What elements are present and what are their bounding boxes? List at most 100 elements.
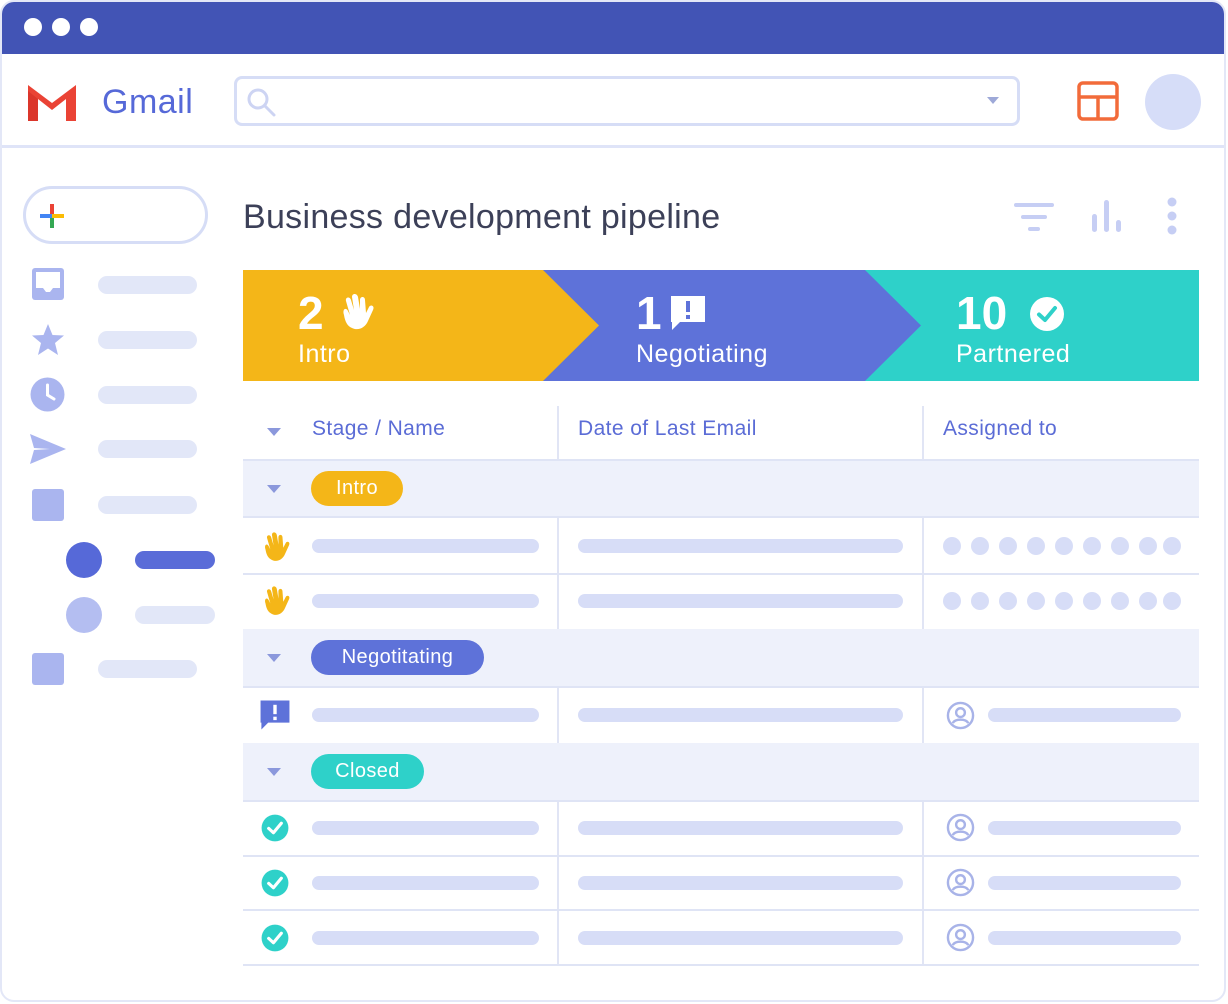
stage-segment-intro[interactable] — [243, 270, 599, 381]
group-pill-negotiating: Negotitating — [311, 640, 484, 675]
search-icon — [247, 88, 276, 117]
page-title: Business development pipeline — [243, 198, 721, 236]
row-name-placeholder — [312, 931, 539, 945]
assignee-placeholder-dot — [1111, 592, 1129, 610]
column-divider — [557, 518, 559, 574]
assignee-placeholder-dot — [1027, 537, 1045, 555]
send-icon[interactable] — [28, 432, 68, 466]
inbox-icon[interactable] — [30, 266, 66, 302]
window-control-dot[interactable] — [52, 18, 70, 36]
column-divider — [922, 575, 924, 629]
user-circle-icon — [946, 701, 975, 730]
nav-label-folder[interactable] — [98, 496, 197, 514]
assignee-placeholder-dot — [943, 592, 961, 610]
row-name-placeholder — [312, 708, 539, 722]
star-icon[interactable] — [29, 322, 67, 358]
search-input[interactable] — [234, 76, 1020, 126]
column-divider — [557, 575, 559, 629]
nav-label-secondary[interactable] — [135, 606, 215, 624]
nav-label-selected[interactable] — [135, 551, 215, 569]
assignee-placeholder-dot — [1027, 592, 1045, 610]
check-circle-icon — [1030, 297, 1064, 331]
row-date-placeholder — [578, 594, 903, 608]
compose-button[interactable] — [23, 186, 208, 244]
column-header-assigned-to[interactable]: Assigned to — [943, 417, 1058, 440]
waving-hand-icon — [343, 294, 374, 330]
waving-hand-icon — [265, 586, 290, 615]
column-divider — [922, 911, 924, 965]
assignee-placeholder-dot — [1139, 537, 1157, 555]
group-collapse-chevron-icon[interactable] — [267, 768, 281, 776]
column-divider — [922, 518, 924, 574]
folder-square-icon[interactable] — [32, 653, 64, 685]
assignee-placeholder-dot — [1055, 592, 1073, 610]
exclamation-bubble-icon — [260, 700, 290, 730]
column-header-stage-name[interactable]: Stage / Name — [312, 417, 446, 440]
nav-label-starred[interactable] — [98, 331, 197, 349]
column-divider — [557, 406, 559, 460]
column-divider — [557, 857, 559, 910]
row-divider — [243, 516, 1199, 518]
row-divider — [243, 909, 1199, 911]
window-control-dot[interactable] — [80, 18, 98, 36]
row-divider — [243, 855, 1199, 857]
user-circle-icon — [946, 868, 975, 897]
nav-label-inbox[interactable] — [98, 276, 197, 294]
row-date-placeholder — [578, 876, 903, 890]
plus-icon — [40, 204, 64, 228]
search-options-chevron-icon[interactable] — [987, 97, 999, 104]
nav-label-folder[interactable] — [98, 660, 197, 678]
row-date-placeholder — [578, 821, 903, 835]
nav-label-snoozed[interactable] — [98, 386, 197, 404]
column-divider — [922, 688, 924, 743]
account-avatar[interactable] — [1145, 74, 1201, 130]
row-divider — [243, 800, 1199, 802]
group-pill-intro: Intro — [311, 471, 403, 506]
bar-chart-icon[interactable] — [1088, 198, 1126, 234]
group-pill-closed: Closed — [311, 754, 424, 789]
app-header: Gmail — [2, 54, 1224, 148]
folder-square-icon[interactable] — [32, 489, 64, 521]
exclamation-bubble-icon — [671, 296, 705, 330]
assignee-name-placeholder — [988, 931, 1181, 945]
label-dot-icon[interactable] — [66, 597, 102, 633]
row-divider — [243, 573, 1199, 575]
row-date-placeholder — [578, 539, 903, 553]
layout-panel-icon[interactable] — [1077, 81, 1119, 121]
more-vert-icon[interactable] — [1162, 196, 1182, 236]
row-date-placeholder — [578, 931, 903, 945]
stage-label-partnered: Partnered — [956, 340, 1071, 368]
assignee-placeholder-dot — [999, 592, 1017, 610]
assignee-placeholder-dot — [999, 537, 1017, 555]
stage-count-negotiating: 1 — [636, 287, 662, 339]
waving-hand-icon — [265, 532, 290, 561]
table-bottom-border — [243, 964, 1199, 966]
assignee-placeholder-dot — [1163, 592, 1181, 610]
assignee-placeholder-dot — [1083, 537, 1101, 555]
assignee-placeholder-dot — [971, 537, 989, 555]
gmail-logo-icon[interactable] — [24, 81, 80, 123]
collapse-all-chevron-icon[interactable] — [267, 428, 281, 436]
assignee-placeholder-dot — [1083, 592, 1101, 610]
label-dot-icon[interactable] — [66, 542, 102, 578]
row-name-placeholder — [312, 539, 539, 553]
group-collapse-chevron-icon[interactable] — [267, 485, 281, 493]
group-collapse-chevron-icon[interactable] — [267, 654, 281, 662]
column-divider — [557, 802, 559, 856]
pipeline-stage-banner — [243, 270, 1199, 381]
filter-icon[interactable] — [1012, 200, 1056, 234]
stage-count-intro: 2 — [298, 287, 324, 339]
clock-icon[interactable] — [29, 376, 66, 413]
row-name-placeholder — [312, 594, 539, 608]
stage-label-intro: Intro — [298, 340, 351, 368]
window-control-dot[interactable] — [24, 18, 42, 36]
assignee-name-placeholder — [988, 876, 1181, 890]
column-header-date-last-email[interactable]: Date of Last Email — [578, 417, 757, 440]
user-circle-icon — [946, 923, 975, 952]
check-circle-icon — [261, 814, 289, 842]
assignee-placeholder-dot — [1163, 537, 1181, 555]
nav-label-sent[interactable] — [98, 440, 197, 458]
row-date-placeholder — [578, 708, 903, 722]
row-name-placeholder — [312, 821, 539, 835]
